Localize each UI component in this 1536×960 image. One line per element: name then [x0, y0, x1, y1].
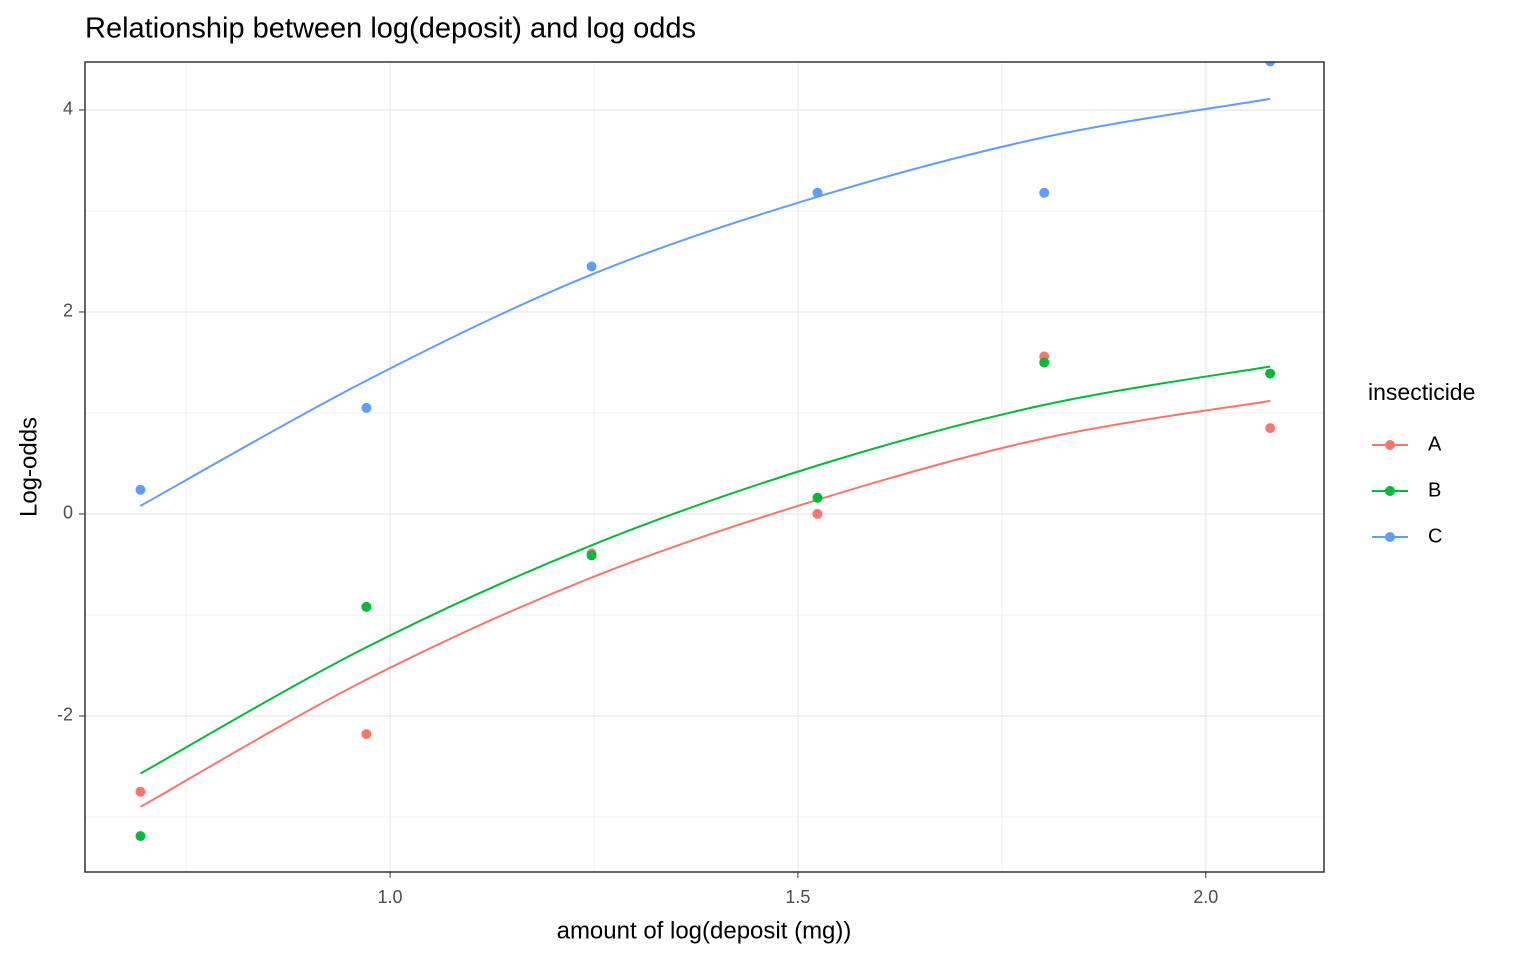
point: [812, 508, 823, 519]
legend-label: B: [1428, 479, 1441, 501]
point: [135, 831, 146, 842]
point: [1265, 62, 1276, 67]
point: [1265, 368, 1276, 379]
point: [135, 786, 146, 797]
legend-key-point: [1385, 532, 1395, 542]
point: [812, 492, 823, 503]
point: [812, 187, 823, 198]
point: [1039, 357, 1050, 368]
x-tick-label: 1.0: [378, 887, 403, 907]
legend-title: insecticide: [1368, 379, 1475, 405]
point: [361, 729, 372, 740]
x-axis-label: amount of log(deposit (mg)): [557, 917, 852, 944]
legend-key-point: [1385, 486, 1395, 496]
point: [135, 484, 146, 495]
legend-label: C: [1428, 525, 1442, 547]
point: [586, 261, 597, 272]
x-tick-label: 2.0: [1193, 887, 1218, 907]
point: [361, 402, 372, 413]
y-tick-label: 0: [63, 503, 73, 523]
legend-label: A: [1428, 433, 1442, 455]
y-axis-label: Log-odds: [15, 417, 42, 517]
legend-key-point: [1385, 440, 1395, 450]
y-tick-label: 2: [63, 301, 73, 321]
panel-border: [84, 61, 1325, 873]
y-tick-label: 4: [63, 99, 73, 119]
point: [1039, 187, 1050, 198]
point: [361, 601, 372, 612]
fit-line: [139, 399, 1271, 808]
x-tick-label: 1.5: [785, 887, 810, 907]
fit-line: [139, 97, 1271, 507]
point: [1265, 423, 1276, 434]
fit-line: [139, 365, 1271, 775]
y-tick-label: -2: [57, 705, 73, 725]
chart-title: Relationship between log(deposit) and lo…: [85, 13, 696, 45]
point: [586, 550, 597, 561]
